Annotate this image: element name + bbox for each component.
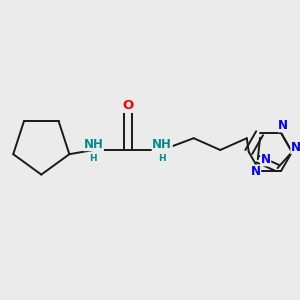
Text: N: N bbox=[250, 165, 261, 178]
Text: NH: NH bbox=[152, 138, 172, 151]
Text: O: O bbox=[122, 99, 134, 112]
Text: N: N bbox=[278, 119, 288, 132]
Text: N: N bbox=[261, 153, 271, 166]
Text: H: H bbox=[158, 154, 166, 163]
Text: N: N bbox=[291, 141, 300, 154]
Text: NH: NH bbox=[83, 138, 103, 151]
Text: H: H bbox=[90, 154, 97, 163]
